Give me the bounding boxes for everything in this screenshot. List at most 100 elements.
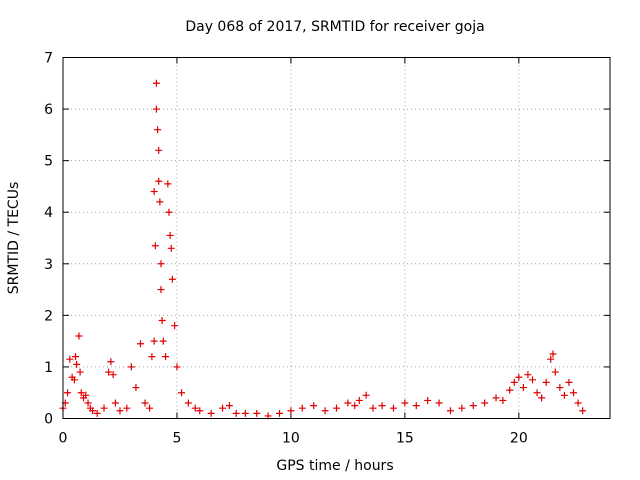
data-point bbox=[232, 409, 240, 417]
data-point bbox=[141, 399, 149, 407]
data-point bbox=[253, 409, 261, 417]
data-point bbox=[355, 396, 363, 404]
data-point bbox=[435, 399, 443, 407]
data-point bbox=[132, 384, 140, 392]
data-point bbox=[152, 79, 160, 87]
data-point bbox=[506, 386, 514, 394]
data-point bbox=[570, 389, 578, 397]
data-point bbox=[510, 378, 518, 386]
y-tick-label: 4 bbox=[44, 205, 53, 221]
chart-title: Day 068 of 2017, SRMTID for receiver goj… bbox=[185, 19, 484, 35]
data-point bbox=[64, 389, 72, 397]
data-point bbox=[178, 389, 186, 397]
data-point bbox=[116, 407, 124, 415]
data-point bbox=[76, 368, 84, 376]
data-point bbox=[75, 332, 83, 340]
data-point bbox=[549, 350, 557, 358]
data-point bbox=[310, 402, 318, 410]
data-point bbox=[158, 317, 166, 325]
data-point bbox=[207, 409, 215, 417]
data-point bbox=[362, 391, 370, 399]
data-point bbox=[369, 404, 377, 412]
data-point bbox=[155, 146, 163, 154]
y-axis-label: SRMTID / TECUs bbox=[6, 182, 22, 295]
data-point bbox=[148, 353, 156, 361]
data-point bbox=[93, 409, 101, 417]
data-point bbox=[219, 404, 227, 412]
data-point bbox=[150, 337, 158, 345]
data-point bbox=[66, 355, 74, 363]
y-tick-label: 7 bbox=[44, 51, 53, 67]
data-point bbox=[109, 371, 117, 379]
data-point bbox=[82, 391, 90, 399]
data-point bbox=[105, 368, 113, 376]
data-point bbox=[166, 231, 174, 239]
data-point bbox=[168, 275, 176, 283]
data-point bbox=[100, 404, 108, 412]
data-point bbox=[560, 391, 568, 399]
data-point bbox=[333, 404, 340, 412]
data-point bbox=[401, 399, 409, 407]
data-point bbox=[551, 368, 559, 376]
data-point bbox=[538, 394, 546, 402]
x-tick-label: 5 bbox=[172, 431, 181, 447]
plot-frame bbox=[62, 57, 611, 419]
data-point bbox=[225, 402, 233, 410]
data-point bbox=[469, 402, 477, 410]
y-tick-label: 2 bbox=[44, 308, 53, 324]
data-point bbox=[574, 399, 582, 407]
data-point bbox=[157, 260, 165, 268]
data-point bbox=[184, 399, 192, 407]
data-point bbox=[542, 378, 550, 386]
data-point bbox=[77, 389, 85, 397]
data-point bbox=[351, 402, 359, 410]
data-point bbox=[159, 337, 167, 345]
y-tick-label: 3 bbox=[44, 257, 53, 273]
data-point bbox=[157, 286, 165, 294]
data-point bbox=[241, 409, 249, 417]
tick-layer: 0 5 10 15 20 0 1 2 3 4 5 6 7 bbox=[44, 51, 610, 447]
data-point bbox=[111, 399, 119, 407]
data-point bbox=[492, 394, 500, 402]
data-point bbox=[165, 208, 173, 216]
data-point bbox=[412, 402, 420, 410]
data-point bbox=[154, 126, 162, 134]
data-point bbox=[524, 371, 532, 379]
data-point bbox=[191, 404, 199, 412]
y-tick-label: 6 bbox=[44, 102, 53, 118]
data-point bbox=[84, 399, 92, 407]
data-point bbox=[533, 389, 541, 397]
data-point bbox=[579, 407, 587, 415]
data-point bbox=[389, 404, 397, 412]
data-point bbox=[162, 353, 170, 361]
data-point bbox=[70, 376, 78, 384]
data-point bbox=[123, 404, 131, 412]
data-point bbox=[107, 358, 115, 366]
data-point bbox=[424, 396, 432, 404]
data-point bbox=[73, 360, 81, 368]
data-point bbox=[155, 177, 163, 185]
data-point bbox=[547, 355, 555, 363]
x-tick-label: 15 bbox=[396, 431, 414, 447]
data-point bbox=[344, 399, 352, 407]
data-point bbox=[298, 404, 306, 412]
x-tick-label: 0 bbox=[59, 431, 68, 447]
data-point bbox=[276, 409, 284, 417]
y-tick-label: 0 bbox=[44, 412, 53, 428]
data-point bbox=[499, 396, 507, 404]
x-tick-label: 10 bbox=[282, 431, 300, 447]
data-layer bbox=[59, 79, 587, 420]
data-point bbox=[481, 399, 489, 407]
data-point bbox=[556, 384, 564, 392]
data-point bbox=[171, 322, 179, 330]
data-point bbox=[519, 384, 527, 392]
y-tick-label: 1 bbox=[44, 360, 53, 376]
data-point bbox=[127, 363, 135, 371]
data-point bbox=[152, 105, 160, 113]
y-tick-label: 5 bbox=[44, 154, 53, 170]
data-point bbox=[150, 188, 158, 196]
data-point bbox=[164, 180, 172, 188]
data-point bbox=[156, 198, 164, 206]
data-point bbox=[458, 404, 466, 412]
data-point bbox=[446, 407, 454, 415]
